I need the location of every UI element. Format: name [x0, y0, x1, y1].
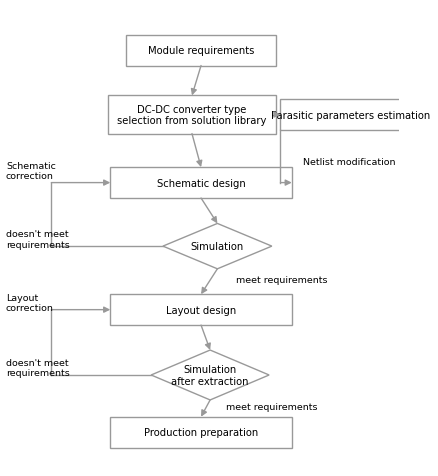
Text: DC-DC converter type
selection from solution library: DC-DC converter type selection from solu…: [117, 105, 267, 126]
FancyBboxPatch shape: [126, 36, 276, 66]
Text: Layout
correction: Layout correction: [6, 293, 54, 312]
Polygon shape: [163, 224, 272, 269]
Text: Simulation
after extraction: Simulation after extraction: [171, 365, 249, 386]
Polygon shape: [151, 350, 269, 400]
FancyBboxPatch shape: [108, 96, 276, 134]
FancyBboxPatch shape: [110, 295, 292, 326]
Text: doesn't meet
requirements: doesn't meet requirements: [6, 358, 70, 377]
FancyBboxPatch shape: [110, 168, 292, 198]
Text: Production preparation: Production preparation: [144, 427, 258, 437]
Text: Simulation: Simulation: [191, 242, 244, 252]
Text: Parasitic parameters estimation: Parasitic parameters estimation: [271, 110, 431, 120]
Text: doesn't meet
requirements: doesn't meet requirements: [6, 230, 70, 249]
FancyBboxPatch shape: [280, 100, 421, 131]
FancyBboxPatch shape: [110, 417, 292, 447]
Text: Schematic design: Schematic design: [157, 178, 245, 188]
Text: Schematic
correction: Schematic correction: [6, 162, 56, 181]
Text: Layout design: Layout design: [166, 305, 236, 315]
Text: meet requirements: meet requirements: [236, 276, 327, 285]
Text: Netlist modification: Netlist modification: [303, 158, 395, 167]
Text: Module requirements: Module requirements: [148, 46, 254, 56]
Text: meet requirements: meet requirements: [226, 402, 318, 411]
